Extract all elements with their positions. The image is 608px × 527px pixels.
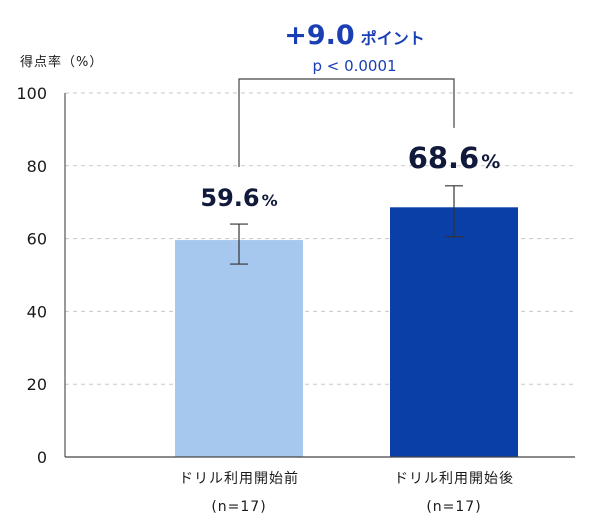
y-tick-label: 100 xyxy=(16,84,47,103)
y-tick-label: 80 xyxy=(27,157,47,176)
error-bar xyxy=(230,223,248,265)
category-labels: ドリル利用開始前 (n=17) ドリル利用開始後 (n=17) xyxy=(179,470,514,515)
value-label: 59.6% xyxy=(200,184,277,212)
y-tick-label: 0 xyxy=(37,448,47,467)
bars xyxy=(175,207,518,457)
y-tick-label: 60 xyxy=(27,230,47,249)
category-label: ドリル利用開始後 xyxy=(394,471,514,487)
category-n-label: (n=17) xyxy=(211,499,266,515)
p-value-label: p < 0.0001 xyxy=(312,57,396,75)
significance-bracket xyxy=(238,78,455,168)
bar xyxy=(390,207,518,457)
y-tick-label: 20 xyxy=(27,375,47,394)
value-labels: 59.6 % 68.6% xyxy=(200,141,500,212)
difference-label: +9.0 ポイント xyxy=(284,20,424,51)
value-label: 68.6% xyxy=(408,141,501,175)
y-ticks: 0 20 40 60 80 100 xyxy=(16,84,47,467)
error-bar xyxy=(445,185,463,238)
category-n-label: (n=17) xyxy=(426,499,481,515)
y-tick-label: 40 xyxy=(27,302,47,321)
bar xyxy=(175,240,303,457)
error-bars xyxy=(230,185,463,265)
significance-annotation: +9.0 ポイント p < 0.0001 xyxy=(238,20,455,168)
category-label: ドリル利用開始前 xyxy=(179,470,299,487)
y-axis-label: 得点率（%） xyxy=(20,54,103,70)
